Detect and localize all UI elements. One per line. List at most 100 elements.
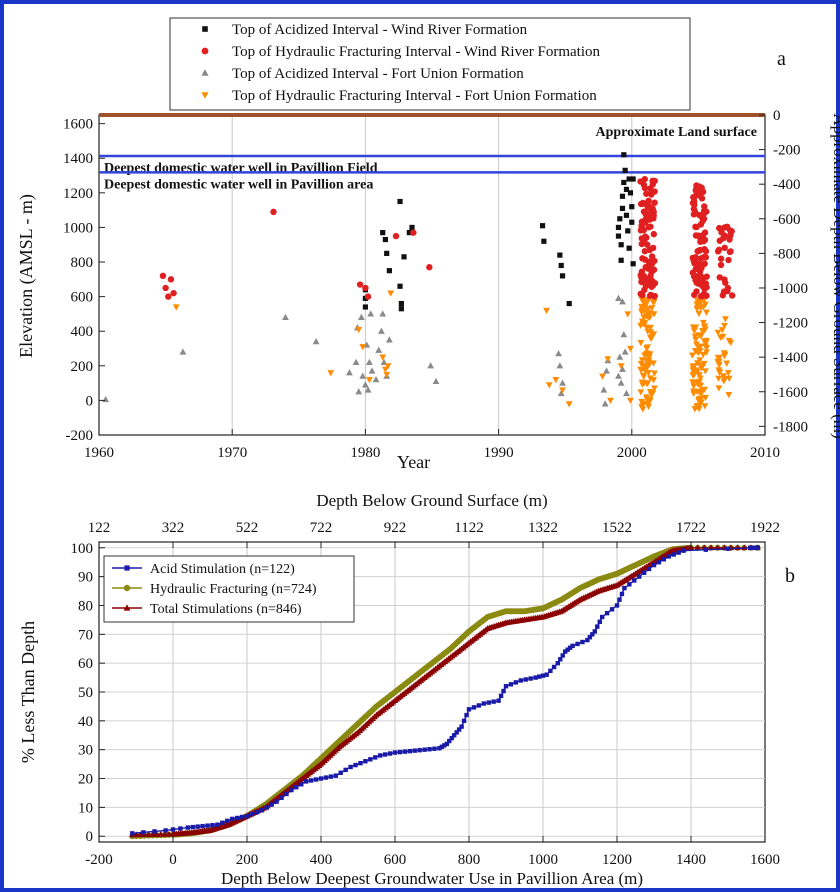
panel-a-reference-lines: Approximate Land surface Deepest domestic…: [99, 113, 765, 192]
panel-a-point-circle: [651, 199, 658, 206]
panel-a-point-circle: [693, 223, 700, 231]
panel-a-point-square: [618, 257, 624, 263]
panel-a-point-square: [619, 193, 626, 199]
panel-a-point-triangle-down: [689, 379, 697, 386]
panel-a-y2-tick-label: -1000: [773, 281, 808, 297]
panel-a-point-triangle-down: [721, 353, 728, 360]
panel-b-point-square: [627, 582, 632, 587]
panel-a-point-triangle-up: [600, 386, 608, 393]
panel-a-legend-marker: [202, 26, 208, 32]
panel-a-point-square: [401, 254, 407, 260]
panel-a-point-triangle-down: [717, 334, 725, 342]
panel-a-y2-tick-label: -400: [773, 177, 801, 193]
panel-a-point-triangle-down: [359, 344, 367, 351]
panel-b-y-tick-label: 90: [78, 570, 93, 586]
panel-a-point-triangle-down: [691, 406, 699, 413]
panel-a-point-circle: [642, 210, 649, 218]
panel-a-point-square: [380, 230, 386, 236]
panel-b-point-square: [447, 738, 452, 744]
panel-b-x2-tick-label: 922: [384, 520, 407, 536]
panel-a-point-triangle-down: [648, 305, 656, 312]
panel-b-x-tick-label: 1400: [676, 852, 706, 868]
panel-a-point-circle: [696, 268, 704, 275]
panel-a-x-tick-label: 2000: [617, 445, 647, 461]
panel-a-y-tick-label: 400: [71, 324, 94, 340]
panel-a-point-circle: [699, 212, 706, 219]
panel-a-point-triangle-down: [650, 377, 657, 384]
panel-a-point-square: [559, 273, 566, 279]
panel-a-point-triangle-down: [627, 345, 634, 353]
panel-a-point-triangle-down: [697, 305, 705, 312]
panel-a-point-triangle-up: [616, 353, 624, 360]
panel-a-point-triangle-up: [362, 381, 369, 388]
panel-b-point-square: [486, 700, 491, 705]
panel-a-point-circle: [165, 293, 172, 300]
panel-a-point-triangle-down: [637, 339, 645, 347]
panel-a-point-circle: [637, 290, 644, 298]
panel-a-point-triangle-down: [648, 391, 656, 398]
panel-a-point-square: [630, 176, 636, 182]
panel-a-point-triangle-down: [379, 354, 387, 361]
panel-a-point-triangle-up: [312, 337, 320, 345]
panel-a-point-square: [621, 152, 627, 158]
panel-a-point-square: [384, 250, 390, 256]
panel-a-point-circle: [651, 177, 658, 185]
panel-b-point-square: [200, 823, 205, 829]
panel-a-point-triangle-down: [720, 350, 728, 357]
panel-a-point-triangle-down: [694, 298, 701, 305]
panel-b-point-square: [452, 733, 457, 738]
panel-a-point-circle: [640, 200, 647, 208]
panel-a-point-square: [615, 224, 622, 231]
panel-b-point-triangle-up: [145, 831, 152, 837]
panel-b-point-square: [185, 825, 190, 830]
panel-b-x-axis-label: Depth Below Deepest Groundwater Use in P…: [221, 869, 643, 888]
panel-b-point-square: [597, 619, 602, 625]
panel-a-point-triangle-down: [698, 399, 705, 406]
panel-a-point-square: [629, 204, 635, 210]
panel-a-point-triangle-down: [644, 359, 652, 366]
panel-b-point-square: [595, 624, 600, 629]
panel-b-point-square: [592, 629, 597, 634]
panel-a-point-triangle-down: [696, 372, 703, 379]
panel-a-point-square: [539, 223, 546, 229]
panel-b-point-square: [392, 750, 398, 755]
panel-a-x-tick-label: 1980: [350, 445, 380, 461]
panel-b-x2-tick-label: 522: [236, 520, 259, 536]
panel-a-point-triangle-down: [641, 352, 648, 359]
panel-a-point-circle: [703, 273, 710, 280]
panel-a-x-tick-label: 1990: [484, 445, 514, 461]
panel-b-point-triangle-up: [694, 544, 701, 551]
panel-b-point-square: [508, 682, 514, 687]
panel-a-point-circle: [646, 185, 654, 192]
panel-a-point-circle: [647, 190, 655, 198]
panel-a-point-triangle-down: [643, 345, 651, 352]
panel-a-point-triangle-down: [355, 326, 363, 334]
panel-b-point-square: [501, 688, 506, 694]
panel-a-point-triangle-down: [640, 380, 648, 387]
panel-a-point-square: [397, 198, 403, 205]
panel-a-point-triangle-down: [639, 406, 647, 413]
panel-a-letter: a: [777, 48, 786, 70]
panel-b-point-square: [215, 822, 220, 827]
panel-a-point-circle: [721, 244, 728, 252]
panel-a-point-circle: [717, 255, 725, 262]
panel-a-point-circle: [270, 208, 277, 216]
panel-b-point-square: [141, 830, 146, 835]
panel-a-point-circle: [159, 272, 167, 280]
panel-a-point-triangle-down: [327, 370, 335, 377]
panel-a-point-triangle-down: [691, 333, 699, 340]
panel-b-point-square: [518, 678, 523, 683]
panel-b-point-square: [575, 641, 580, 647]
panel-b-point-square: [632, 578, 637, 583]
panel-a-point-triangle-up: [617, 379, 625, 386]
panel-b-x-tick-label: 400: [310, 852, 333, 868]
panel-b-point-square: [343, 767, 348, 773]
panel-a-point-circle: [692, 276, 700, 284]
panel-a-point-circle: [702, 280, 710, 287]
panel-b-point-square: [225, 818, 230, 824]
panel-b-x2-tick-label: 1722: [676, 520, 706, 536]
panel-a-point-triangle-up: [621, 348, 629, 355]
panel-b-point-square: [548, 668, 553, 674]
panel-a-point-triangle-down: [690, 363, 698, 370]
panel-a-point-circle: [648, 277, 656, 285]
